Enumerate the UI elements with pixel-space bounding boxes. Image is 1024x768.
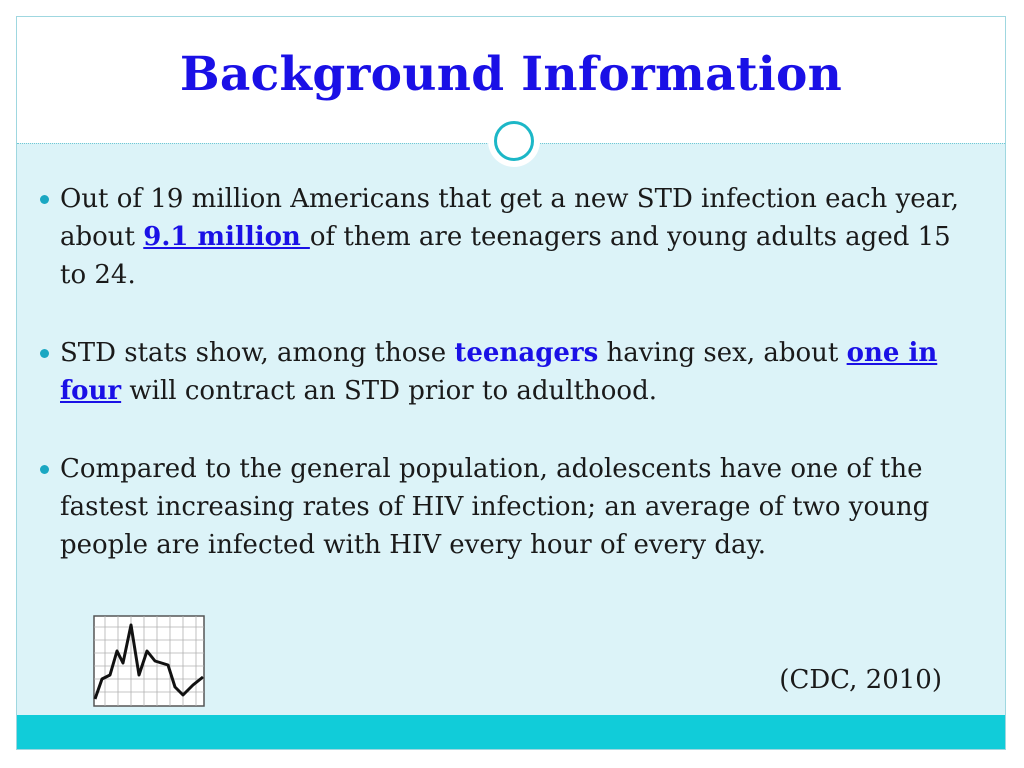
citation: (CDC, 2010)	[779, 665, 942, 695]
line-graph-icon	[93, 615, 205, 707]
slide-title: Background Information	[179, 47, 843, 102]
bullet-dot-icon	[40, 349, 49, 358]
highlight-teenagers: teenagers	[454, 338, 599, 368]
bullet-text-part: will contract an STD prior to adulthood.	[121, 376, 657, 406]
bullet-item: Compared to the general population, adol…	[40, 450, 970, 564]
bullet-item: Out of 19 million Americans that get a n…	[40, 180, 970, 294]
bullet-dot-icon	[40, 195, 49, 204]
bottom-accent-bar	[17, 715, 1005, 749]
bullet-text-part: STD stats show, among those	[60, 338, 455, 368]
bullet-item: STD stats show, among those teenagers ha…	[40, 334, 970, 410]
bullet-text-part: Compared to the general population, adol…	[60, 454, 930, 560]
bullet-text-part: having sex, about	[598, 338, 847, 368]
circle-ornament-icon	[488, 115, 540, 167]
bullet-list: Out of 19 million Americans that get a n…	[40, 180, 970, 564]
bullet-text-part: Out of 19 million Americans that get a n…	[60, 184, 959, 252]
highlight-one-in-four: one in four	[60, 338, 938, 406]
highlight-9-1-million: 9.1 million	[143, 222, 310, 252]
bullet-dot-icon	[40, 465, 49, 474]
bullet-text-part: of them are teenagers and young adults a…	[60, 222, 951, 290]
